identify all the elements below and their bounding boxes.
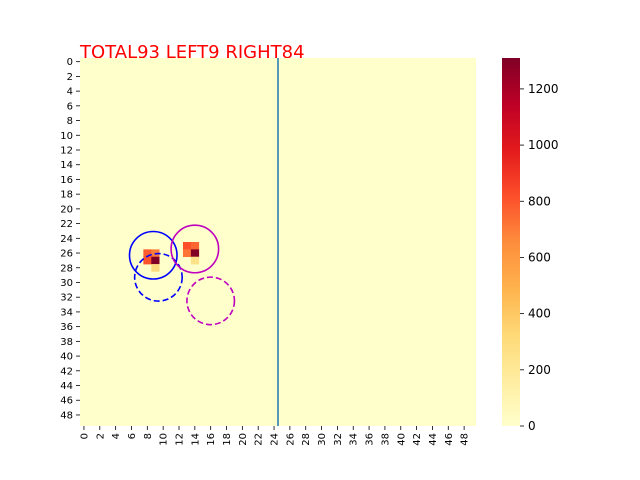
- y-tick-label: 2: [67, 72, 73, 83]
- x-tick-label: 4: [111, 433, 122, 439]
- colorbar-tick-label: 1200: [528, 82, 559, 96]
- x-tick-label: 48: [460, 433, 471, 446]
- y-tick-label: 40: [60, 352, 73, 363]
- x-tick-label: 34: [349, 433, 360, 446]
- x-axis-ticks: 0 2 4 6 8 10 12 14 16 18 20 22 24 26 28 30 32 34 36 38 40 42 4…: [79, 426, 471, 446]
- x-tick-label: 38: [380, 433, 391, 446]
- x-tick-label: 0: [79, 433, 90, 439]
- y-tick-label: 20: [60, 204, 73, 215]
- chart-title: TOTAL93 LEFT9 RIGHT84: [79, 42, 305, 63]
- x-tick-label: 42: [412, 433, 423, 446]
- x-tick-label: 22: [254, 433, 265, 446]
- y-tick-label: 18: [60, 190, 73, 201]
- x-tick-label: 12: [175, 433, 186, 446]
- x-tick-label: 24: [270, 433, 281, 446]
- heatmap-cell: [151, 264, 160, 272]
- y-tick-label: 46: [60, 396, 73, 407]
- solid-circle-marker: [128, 230, 178, 280]
- heatmap-cell: [190, 256, 200, 265]
- x-tick-label: 46: [444, 433, 455, 446]
- colorbar-tick-label: 0: [528, 419, 536, 433]
- y-tick-label: 10: [60, 131, 73, 142]
- y-tick-label: 6: [67, 101, 73, 112]
- x-tick-label: 44: [428, 433, 439, 446]
- dashed-circle-marker: [133, 252, 183, 302]
- heatmap-cell: [143, 256, 152, 265]
- colorbar-tick-label: 1000: [528, 138, 559, 152]
- y-tick-label: 34: [60, 307, 73, 318]
- heatmap-cell: [182, 249, 192, 258]
- x-tick-label: 18: [222, 433, 233, 446]
- x-tick-label: 10: [159, 433, 170, 446]
- y-tick-label: 24: [60, 234, 73, 245]
- colorbar-gradient: [502, 58, 520, 426]
- x-tick-label: 20: [238, 433, 249, 446]
- y-axis-ticks: 0246810121416182022242628303234363840424…: [60, 57, 80, 421]
- solid-circle-marker: [170, 224, 220, 274]
- colorbar-tick-label: 800: [528, 194, 551, 208]
- colorbar: 0 200 400 600 800 1000 1200: [502, 58, 559, 433]
- colorbar-tick-label: 200: [528, 363, 551, 377]
- y-tick-label: 28: [60, 263, 73, 274]
- y-tick-label: 16: [60, 175, 73, 186]
- dashed-circle-marker: [186, 276, 236, 326]
- y-tick-label: 26: [60, 249, 73, 260]
- x-tick-label: 2: [95, 433, 106, 439]
- y-tick-label: 48: [60, 410, 73, 421]
- x-tick-label: 28: [301, 433, 312, 446]
- colorbar-tick-label: 600: [528, 250, 551, 264]
- y-tick-label: 36: [60, 322, 73, 333]
- y-tick-label: 12: [60, 146, 73, 157]
- x-tick-label: 16: [206, 433, 217, 446]
- colorbar-tick-label: 400: [528, 307, 551, 321]
- y-tick-label: 44: [60, 381, 73, 392]
- y-tick-label: 38: [60, 337, 73, 348]
- heatmap-cell: [151, 256, 160, 265]
- heatmap-cell: [143, 249, 152, 258]
- y-tick-label: 8: [67, 116, 73, 127]
- heatmap-cell: [182, 242, 192, 250]
- x-tick-label: 14: [190, 433, 201, 446]
- y-tick-label: 14: [60, 160, 73, 171]
- x-tick-label: 32: [333, 433, 344, 446]
- heatmap-cell: [190, 249, 200, 258]
- y-tick-label: 4: [67, 87, 73, 98]
- y-tick-label: 32: [60, 293, 73, 304]
- y-tick-label: 0: [67, 57, 73, 68]
- x-tick-label: 26: [285, 433, 296, 446]
- y-tick-label: 42: [60, 366, 73, 377]
- x-tick-label: 40: [396, 433, 407, 446]
- x-tick-label: 6: [127, 433, 138, 439]
- x-tick-label: 8: [143, 433, 154, 439]
- heatmap-plot-area: [80, 58, 476, 426]
- y-tick-label: 22: [60, 219, 73, 230]
- heatmap-cell: [190, 242, 200, 250]
- x-tick-label: 36: [365, 433, 376, 446]
- x-tick-label: 30: [317, 433, 328, 446]
- y-tick-label: 30: [60, 278, 73, 289]
